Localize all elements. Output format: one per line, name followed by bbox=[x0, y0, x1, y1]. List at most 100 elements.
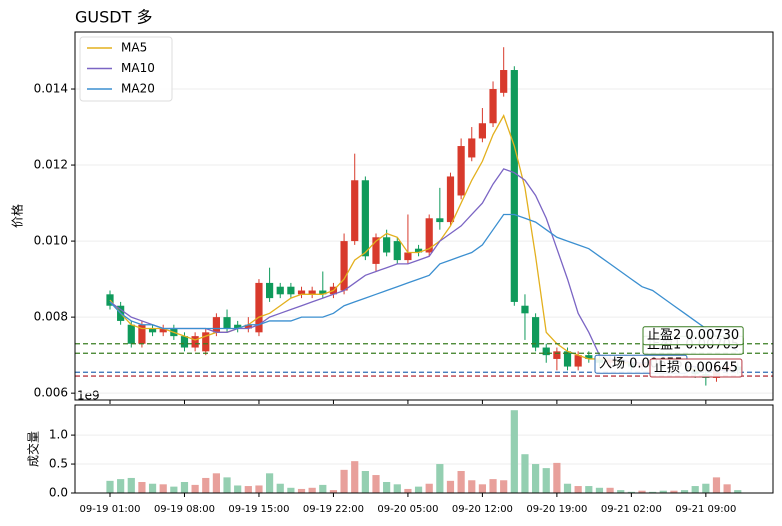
candle-body bbox=[457, 146, 465, 196]
x-tick-label: 09-19 08:00 bbox=[154, 504, 215, 515]
volume-bar bbox=[702, 483, 710, 493]
candle-body bbox=[478, 123, 486, 139]
volume-bar bbox=[521, 454, 529, 493]
volume-bar bbox=[329, 490, 338, 493]
x-tick-label: 09-19 22:00 bbox=[303, 504, 364, 515]
volume-bar bbox=[319, 484, 327, 493]
ma-line bbox=[109, 213, 739, 352]
volume-offset-label: 1e9 bbox=[77, 389, 100, 403]
volume-bar bbox=[649, 491, 657, 493]
y-axis-label: 价格 bbox=[10, 204, 25, 228]
volume-bar bbox=[468, 480, 476, 493]
volume-bar bbox=[361, 471, 369, 493]
candle-body bbox=[297, 290, 306, 295]
volume-bar bbox=[202, 477, 210, 493]
candle-body bbox=[563, 351, 572, 367]
candle-body bbox=[223, 317, 231, 329]
candle-body bbox=[159, 328, 167, 333]
legend-label: MA5 bbox=[121, 41, 147, 55]
volume-bar bbox=[414, 486, 423, 493]
y-tick-label: 0.0 bbox=[49, 486, 68, 500]
y-tick-label: 0.010 bbox=[34, 234, 68, 248]
candle-body bbox=[180, 336, 189, 348]
volume-bar bbox=[638, 490, 646, 493]
candle-body bbox=[361, 180, 369, 257]
candle-body bbox=[574, 355, 582, 367]
volume-bar bbox=[691, 486, 699, 493]
volume-bar bbox=[617, 490, 625, 493]
x-tick-label: 09-21 09:00 bbox=[675, 504, 736, 515]
candle-body bbox=[553, 351, 561, 359]
candle-body bbox=[276, 286, 284, 295]
volume-bar bbox=[266, 473, 274, 493]
volume-bar bbox=[446, 480, 455, 493]
volume-bar bbox=[255, 485, 263, 493]
candle-body bbox=[138, 324, 146, 344]
candle-body bbox=[340, 241, 348, 291]
volume-bar bbox=[383, 482, 391, 493]
candle-body bbox=[542, 347, 550, 356]
candle-body bbox=[191, 336, 199, 348]
volume-bar bbox=[734, 490, 742, 493]
volume-bar bbox=[680, 490, 689, 493]
candle-body bbox=[414, 248, 423, 253]
volume-bar bbox=[372, 475, 380, 493]
candle-body bbox=[500, 70, 508, 93]
candle-body bbox=[319, 290, 327, 295]
volume-bar bbox=[532, 464, 540, 493]
volume-bar bbox=[542, 468, 550, 493]
volume-bar bbox=[425, 483, 433, 493]
candle-body bbox=[404, 252, 412, 261]
volume-bar bbox=[457, 471, 465, 493]
volume-bar bbox=[297, 488, 306, 493]
volume-bar bbox=[351, 461, 359, 493]
candle-body bbox=[425, 218, 433, 253]
volume-bar bbox=[127, 477, 135, 493]
volume-bar bbox=[223, 477, 231, 493]
candle-body bbox=[489, 89, 497, 124]
volume-bar bbox=[340, 469, 348, 493]
candle-body bbox=[468, 138, 476, 158]
volume-bar bbox=[404, 488, 412, 493]
plot-frame bbox=[74, 404, 774, 494]
candle-body bbox=[202, 332, 210, 352]
volume-bar bbox=[659, 490, 667, 493]
level-label-box bbox=[642, 326, 744, 346]
volume-bar bbox=[244, 486, 252, 493]
volume-bar bbox=[393, 484, 401, 493]
volume-bar bbox=[585, 486, 593, 493]
y-tick-label: 0.008 bbox=[34, 310, 68, 324]
volume-bar bbox=[436, 464, 444, 493]
candle-body bbox=[127, 324, 135, 344]
x-tick-label: 09-19 01:00 bbox=[79, 504, 140, 515]
x-tick-label: 09-20 19:00 bbox=[526, 504, 587, 515]
volume-bar bbox=[723, 484, 731, 493]
candle-body bbox=[234, 324, 242, 329]
chart-title: GUSDT 多 bbox=[75, 8, 152, 27]
candle-body bbox=[521, 305, 529, 314]
level-label: 止损 0.00645 bbox=[654, 361, 738, 376]
x-tick-label: 09-19 15:00 bbox=[228, 504, 289, 515]
volume-bar bbox=[234, 485, 242, 493]
volume-bar bbox=[276, 483, 284, 493]
volume-bar bbox=[138, 482, 146, 493]
legend-label: MA20 bbox=[121, 82, 155, 96]
volume-bar bbox=[170, 486, 178, 493]
volume-bar bbox=[117, 479, 125, 493]
candle-body bbox=[372, 237, 380, 264]
candle-body bbox=[383, 237, 391, 253]
volume-bar bbox=[574, 486, 582, 493]
level-label: 止盈2 0.00730 bbox=[647, 328, 739, 343]
volume-bar bbox=[287, 487, 295, 493]
volume-bar bbox=[563, 483, 572, 493]
volume-bar bbox=[106, 480, 114, 493]
level-label-box bbox=[649, 358, 743, 378]
y-tick-label: 0.014 bbox=[34, 82, 68, 96]
candle-body bbox=[266, 282, 274, 299]
y-tick-label: 0.5 bbox=[49, 457, 68, 471]
candle-body bbox=[532, 317, 540, 348]
volume-bar bbox=[489, 479, 497, 493]
candle-body bbox=[393, 241, 401, 261]
volume-bar bbox=[180, 482, 189, 493]
